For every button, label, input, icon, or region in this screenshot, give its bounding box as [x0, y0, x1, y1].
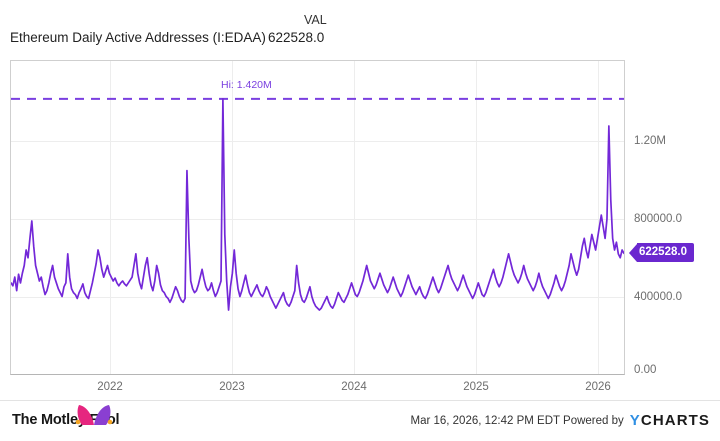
value-summary: VAL 622528.0 [266, 13, 386, 46]
series-line [11, 98, 624, 311]
footer-attribution: Mar 16, 2026, 12:42 PM EDT Powered by YC… [410, 413, 710, 429]
chart-footer: The Motley Fool Mar 16, 2026, 12:42 PM E… [0, 400, 720, 441]
y-axis-label-2: 800000.0 [634, 213, 682, 225]
jester-hat-icon [75, 405, 113, 425]
chart-header: Ethereum Daily Active Addresses (I:EDAA)… [0, 0, 720, 56]
x-axis-label-2025: 2025 [463, 381, 489, 393]
value-flag-label: 622528.0 [637, 243, 694, 262]
value-flag-pointer [629, 243, 637, 262]
plot-area [10, 60, 625, 375]
val-column-header: VAL [304, 13, 327, 27]
motley-fool-logo: The Motley Fool [12, 405, 120, 428]
vertical-gridlines [110, 61, 599, 374]
ycharts-logo: YCHARTS [630, 413, 710, 429]
y-axis-label-3: 1.20M [634, 135, 666, 147]
ycharts-logo-text: CHARTS [640, 412, 710, 429]
chart-canvas [11, 61, 624, 374]
val-current-value: 622528.0 [268, 30, 325, 45]
x-axis-label-2026: 2026 [585, 381, 611, 393]
timestamp-label: Mar 16, 2026, 12:42 PM EDT Powered by [410, 415, 624, 427]
page-title: Ethereum Daily Active Addresses (I:EDAA) [10, 30, 266, 45]
y-axis-label-0: 0.00 [634, 364, 657, 376]
current-value-flag: 622528.0 [629, 243, 694, 262]
x-axis-label-2023: 2023 [219, 381, 245, 393]
ycharts-logo-y: Y [629, 412, 641, 429]
x-axis-label-2022: 2022 [97, 381, 123, 393]
gridlines [11, 141, 624, 298]
high-value-annotation: Hi: 1.420M [221, 79, 272, 91]
y-axis-label-1: 400000.0 [634, 291, 682, 303]
x-axis-label-2024: 2024 [341, 381, 367, 393]
